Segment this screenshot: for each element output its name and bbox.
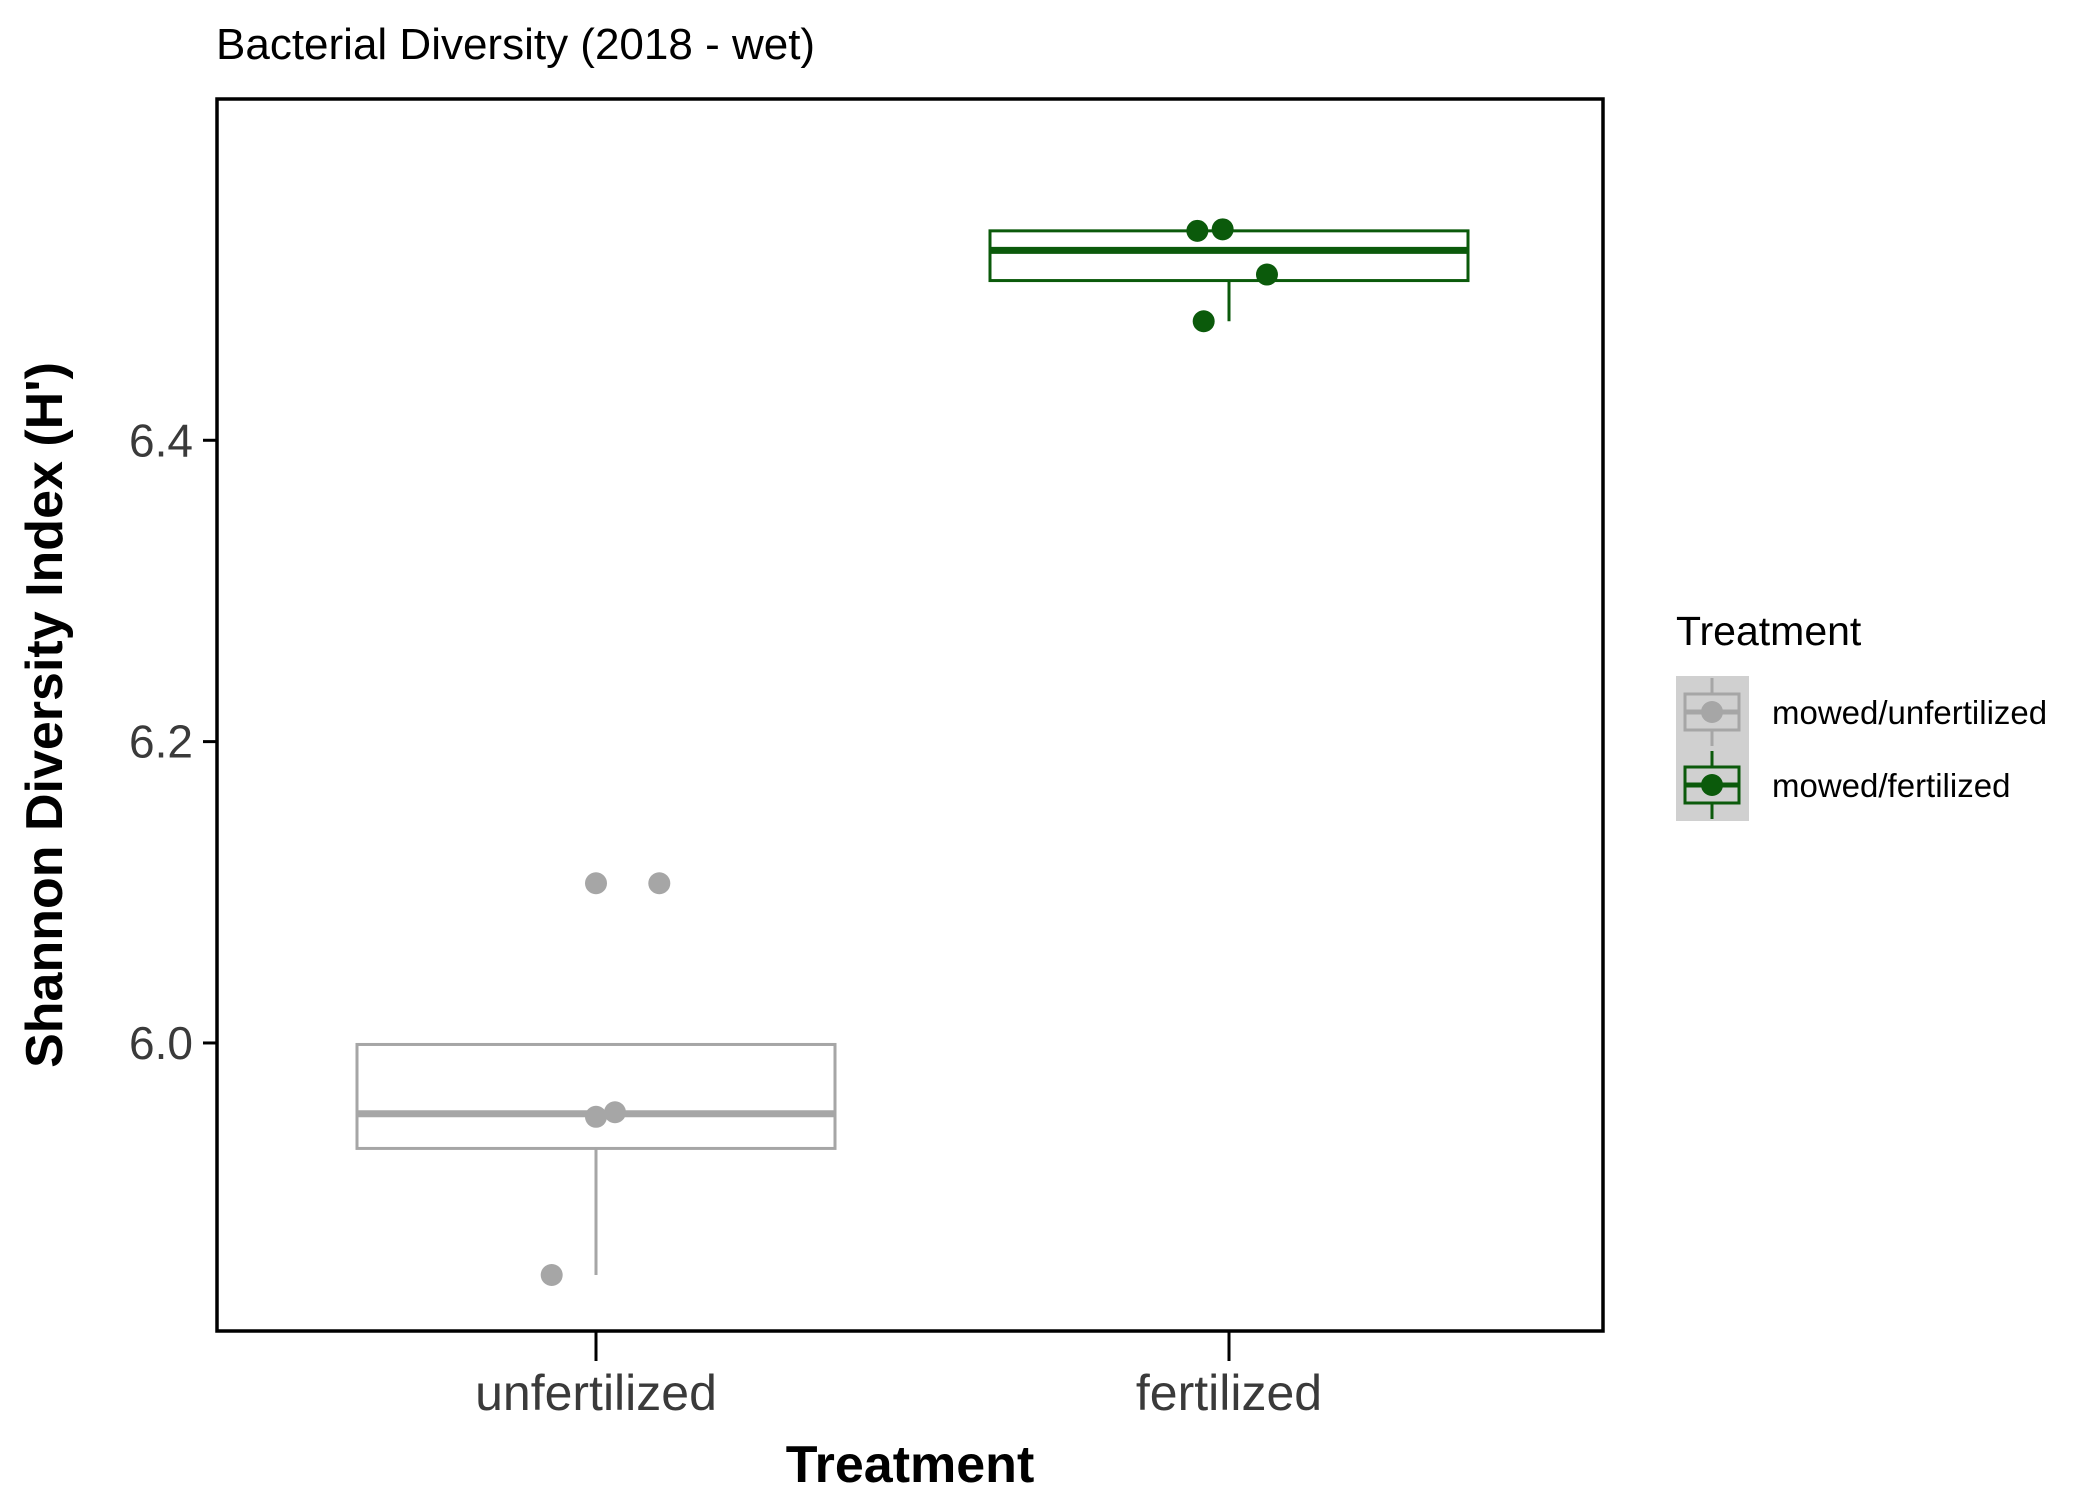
- data-point: [1211, 218, 1234, 241]
- x-axis: unfertilized fertilized: [475, 1331, 1322, 1421]
- data-point: [1186, 219, 1209, 242]
- legend-label-mowed-unfertilized: mowed/unfertilized: [1772, 694, 2047, 731]
- y-axis: 6.0 6.2 6.4: [129, 414, 217, 1069]
- legend-key-point: [1701, 701, 1723, 723]
- data-point: [585, 1105, 607, 1128]
- legend-label-mowed-fertilized: mowed/fertilized: [1772, 767, 2010, 804]
- boxplot-layer: [355, 229, 1470, 1275]
- data-point: [1255, 263, 1278, 286]
- data-point: [603, 1101, 626, 1124]
- legend: Treatment mowed/unfertilized mowed/ferti…: [1676, 608, 2047, 821]
- x-tick-label: fertilized: [1136, 1365, 1322, 1421]
- x-tick-label: unfertilized: [475, 1365, 717, 1421]
- data-point: [540, 1264, 563, 1286]
- y-tick-label: 6.4: [129, 414, 193, 466]
- chart-title: Bacterial Diversity (2018 - wet): [216, 20, 815, 69]
- y-tick-label: 6.2: [129, 716, 193, 768]
- data-point: [648, 872, 671, 895]
- legend-keys: [1683, 678, 1741, 819]
- y-tick-label: 6.0: [129, 1017, 193, 1069]
- box-iqr: [355, 1042, 837, 1150]
- data-point: [585, 872, 607, 895]
- plot-area: [215, 97, 1605, 1333]
- points-layer: [540, 218, 1278, 1286]
- data-point: [1192, 310, 1215, 333]
- plot-panel-border: [215, 97, 1605, 1333]
- y-axis-title: Shannon Diversity Index (H'): [16, 362, 74, 1068]
- legend-key-point: [1701, 774, 1723, 796]
- legend-title: Treatment: [1676, 608, 1862, 654]
- x-axis-title: Treatment: [786, 1436, 1035, 1494]
